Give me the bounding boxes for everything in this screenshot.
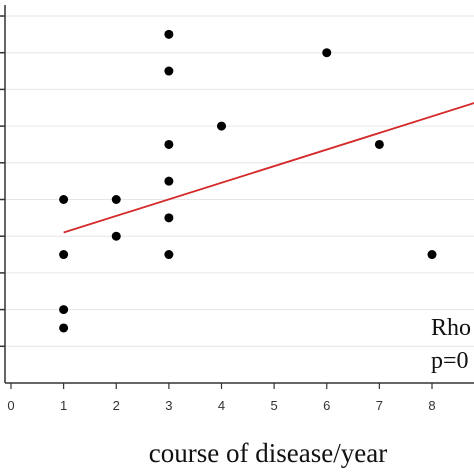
x-tick-label-3: 3 [165,398,172,413]
x-tick-label-7: 7 [376,398,383,413]
data-point-14 [374,139,384,149]
fit-line-layer [63,102,474,234]
data-point-11 [164,250,174,260]
data-point-12 [217,121,226,131]
data-point-8 [164,139,174,149]
y-ticks [0,15,5,348]
data-point-13 [322,48,332,58]
data-point-15 [427,250,437,260]
data-point-1 [59,323,69,333]
grid-layer [6,15,474,347]
data-point-6 [164,29,174,39]
annotation-rho: Rho [431,315,471,341]
x-tick-label-8: 8 [428,398,435,413]
axis-layer [4,5,474,384]
data-point-4 [111,195,121,205]
data-point-2 [59,250,69,260]
x-tick-label-4: 4 [218,398,225,413]
x-tick-label-1: 1 [60,398,67,413]
x-tick-label-6: 6 [323,398,330,413]
data-point-9 [164,176,174,186]
annotation-p-value: p=0 [431,348,469,374]
x-ticks: 0 1 2 3 4 5 6 7 8 [7,383,436,413]
data-point-3 [59,195,69,205]
points-layer [59,29,437,333]
data-point-7 [164,66,174,76]
x-tick-label-2: 2 [113,398,120,413]
x-tick-label-0: 0 [7,398,14,413]
data-point-0 [59,305,69,315]
x-tick-label-5: 5 [271,398,278,413]
data-point-10 [164,213,174,223]
fit-line [63,102,474,234]
x-axis-label: course of disease/year [149,438,387,468]
data-point-5 [111,231,121,241]
